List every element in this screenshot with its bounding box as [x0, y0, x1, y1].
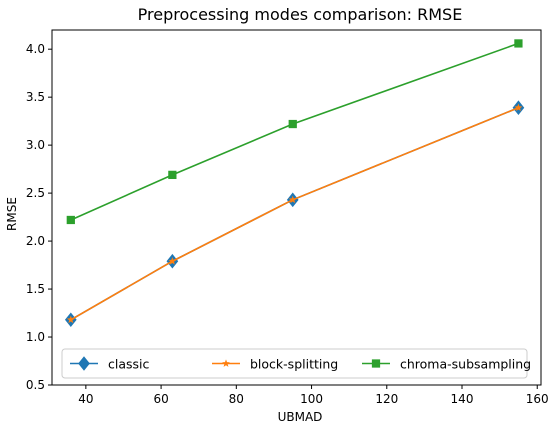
data-point-block-splitting — [514, 103, 523, 112]
series-line-classic — [70, 106, 519, 321]
y-tick-label: 2.5 — [26, 186, 45, 200]
legend — [61, 348, 528, 379]
x-tick-label: 100 — [300, 392, 323, 406]
y-tick-label: 4.0 — [26, 42, 45, 56]
x-tick-label: 140 — [451, 392, 474, 406]
plot-area: 40 60 80 100 120 140 160 0.5 1.0 1.5 2.0 2.5 3.0 3.5 4… — [26, 29, 549, 406]
y-tick-label: 1.5 — [26, 282, 45, 296]
data-point-chroma-subsampling — [168, 170, 177, 180]
legend-label-classic: classic — [108, 357, 150, 372]
data-point-block-splitting — [168, 257, 177, 265]
axes-frame — [51, 29, 542, 386]
series-line-block-splitting — [70, 106, 519, 321]
legend-label-chroma-subsampling: chroma-subsampling — [400, 357, 531, 372]
y-tick-label: 1.0 — [26, 330, 45, 344]
x-tick-label: 160 — [526, 392, 549, 406]
chart-title: Preprocessing modes comparison: RMSE — [138, 5, 463, 24]
legend-label-block-splitting: block-splitting — [250, 357, 338, 372]
y-tick-label: 3.5 — [26, 90, 45, 104]
y-axis-label: RMSE — [5, 197, 19, 231]
data-point-block-splitting — [66, 315, 75, 324]
data-point-chroma-subsampling — [514, 39, 523, 48]
y-tick-label: 0.5 — [26, 378, 45, 392]
series-line-chroma-subsampling — [70, 42, 519, 221]
x-tick-label: 120 — [375, 392, 398, 406]
x-tick-label: 80 — [229, 392, 244, 406]
x-axis-label: UBMAD — [278, 410, 323, 424]
y-tick-label: 2.0 — [26, 234, 45, 248]
legend-marker-block-splitting — [222, 359, 230, 367]
legend-marker-chroma-subsampling — [371, 359, 381, 368]
data-point-chroma-subsampling — [288, 119, 297, 129]
data-point-chroma-subsampling — [66, 215, 75, 225]
data-point-block-splitting — [288, 195, 297, 204]
legend-marker-classic — [78, 356, 90, 371]
x-tick-label: 40 — [78, 392, 93, 406]
y-tick-label: 3.0 — [26, 138, 45, 152]
x-tick-label: 60 — [153, 392, 168, 406]
